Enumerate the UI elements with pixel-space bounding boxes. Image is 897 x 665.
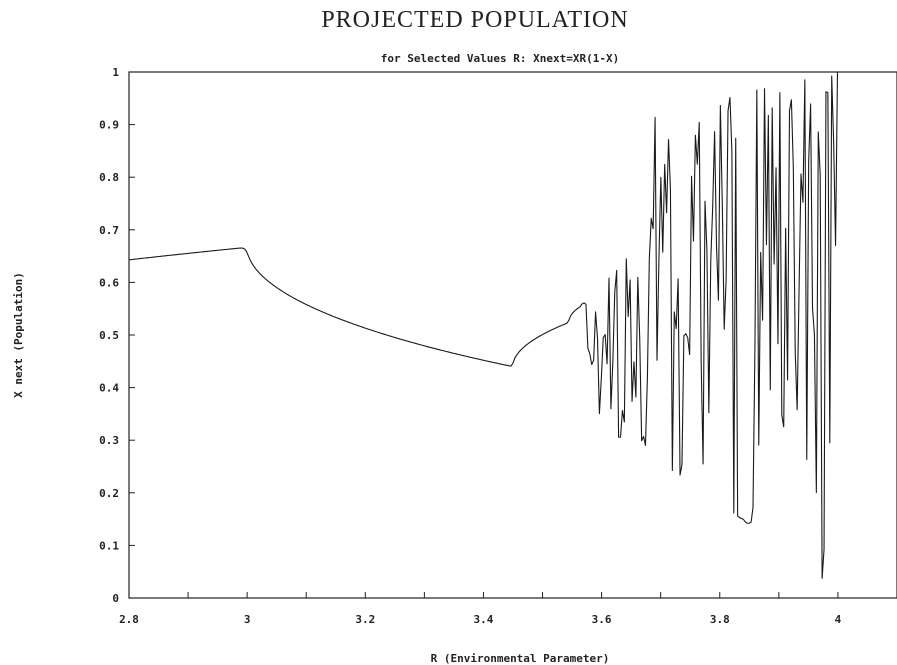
y-tick-label: 0.5 (99, 329, 119, 342)
y-tick-label: 0.6 (99, 276, 119, 289)
x-tick-label: 3.2 (355, 613, 375, 626)
y-tick-label: 0.2 (99, 487, 119, 500)
y-tick-label: 0 (112, 592, 119, 605)
series-layer (128, 72, 839, 579)
y-tick-label: 0.1 (99, 539, 119, 552)
y-tick-label: 0.4 (99, 382, 119, 395)
y-axis-ticks: 0 0.1 0.2 0.3 0.4 0.5 0.6 0.7 0.8 0.9 1 (99, 66, 135, 605)
x-tick-label: 3.4 (474, 613, 494, 626)
y-tick-label: 0.7 (99, 224, 119, 237)
x-tick-label: 2.8 (119, 613, 139, 626)
y-tick-label: 0.8 (99, 171, 119, 184)
x-axis-label: R (Environmental Parameter) (431, 652, 610, 665)
y-axis-label: X next (Population) (12, 272, 25, 398)
x-axis-ticks: 2.8 3 3.2 3.4 3.6 3.8 4 (119, 592, 897, 626)
y-tick-label: 0.9 (99, 119, 119, 132)
x-tick-label: 3 (244, 613, 251, 626)
x-tick-label: 3.8 (710, 613, 730, 626)
chart-subtitle: for Selected Values R: Xnext=XR(1-X) (381, 52, 619, 65)
y-tick-label: 0.3 (99, 434, 119, 447)
chart-title: PROJECTED POPULATION (321, 7, 628, 33)
series-line (128, 72, 839, 579)
x-tick-label: 3.6 (592, 613, 612, 626)
x-tick-label: 4 (835, 613, 842, 626)
y-tick-label: 1 (112, 66, 119, 79)
